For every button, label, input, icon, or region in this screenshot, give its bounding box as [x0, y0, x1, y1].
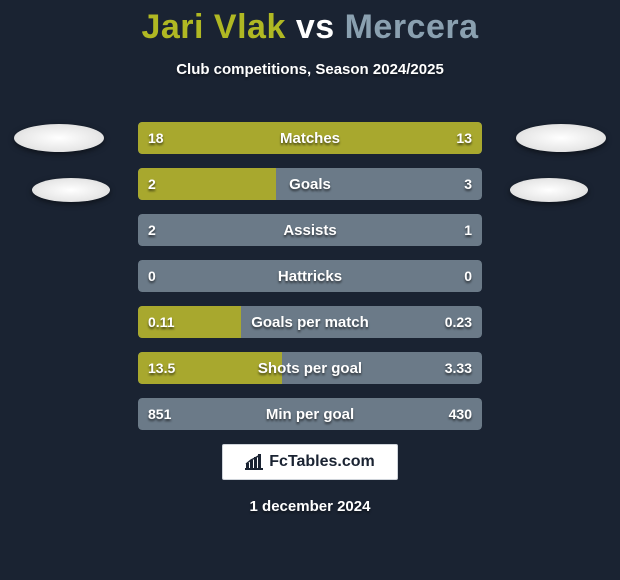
stat-value-left: 2	[148, 168, 156, 200]
stat-value-right: 430	[449, 398, 472, 430]
stat-row: Min per goal851 430	[138, 398, 482, 430]
date-text: 1 december 2024	[250, 498, 371, 515]
stat-value-right: 3.33	[445, 352, 472, 384]
stat-label: Goals per match	[138, 306, 482, 338]
stat-value-left: 18	[148, 122, 164, 154]
stat-label: Goals	[138, 168, 482, 200]
team-logo-right-2	[510, 178, 588, 202]
stat-label: Matches	[138, 122, 482, 154]
stat-row: Hattricks0 0	[138, 260, 482, 292]
stat-value-left: 2	[148, 214, 156, 246]
stat-row: Shots per goal13.5 3.33	[138, 352, 482, 384]
brand-text: FcTables.com	[269, 453, 375, 471]
team-logo-right-1	[516, 124, 606, 152]
team-logo-left-1	[14, 124, 104, 152]
stat-value-left: 0.11	[148, 306, 174, 338]
stat-value-left: 851	[148, 398, 171, 430]
stat-row: Matches18 13	[138, 122, 482, 154]
team-logo-left-2	[32, 178, 110, 202]
player2-name: Mercera	[345, 8, 479, 46]
player1-name: Jari Vlak	[141, 8, 285, 46]
stat-row: Goals per match0.11 0.23	[138, 306, 482, 338]
stat-label: Hattricks	[138, 260, 482, 292]
brand-badge: FcTables.com	[222, 444, 398, 480]
stat-label: Assists	[138, 214, 482, 246]
stat-value-right: 0.23	[445, 306, 472, 338]
vs-text: vs	[296, 8, 335, 46]
subtitle: Club competitions, Season 2024/2025	[0, 61, 620, 78]
stat-label: Min per goal	[138, 398, 482, 430]
stat-row: Assists2 1	[138, 214, 482, 246]
stat-value-left: 0	[148, 260, 156, 292]
stat-value-left: 13.5	[148, 352, 175, 384]
chart-icon	[245, 454, 263, 470]
stat-value-right: 1	[464, 214, 472, 246]
stat-value-right: 3	[464, 168, 472, 200]
stat-label: Shots per goal	[138, 352, 482, 384]
stat-value-right: 0	[464, 260, 472, 292]
footer: FcTables.com 1 december 2024	[0, 444, 620, 515]
stat-bars: Matches1813Goals23Assists21Hattricks00Go…	[138, 122, 482, 444]
stat-value-right: 13	[456, 122, 472, 154]
stat-row: Goals2 3	[138, 168, 482, 200]
comparison-title: Jari Vlak vs Mercera	[0, 0, 620, 47]
